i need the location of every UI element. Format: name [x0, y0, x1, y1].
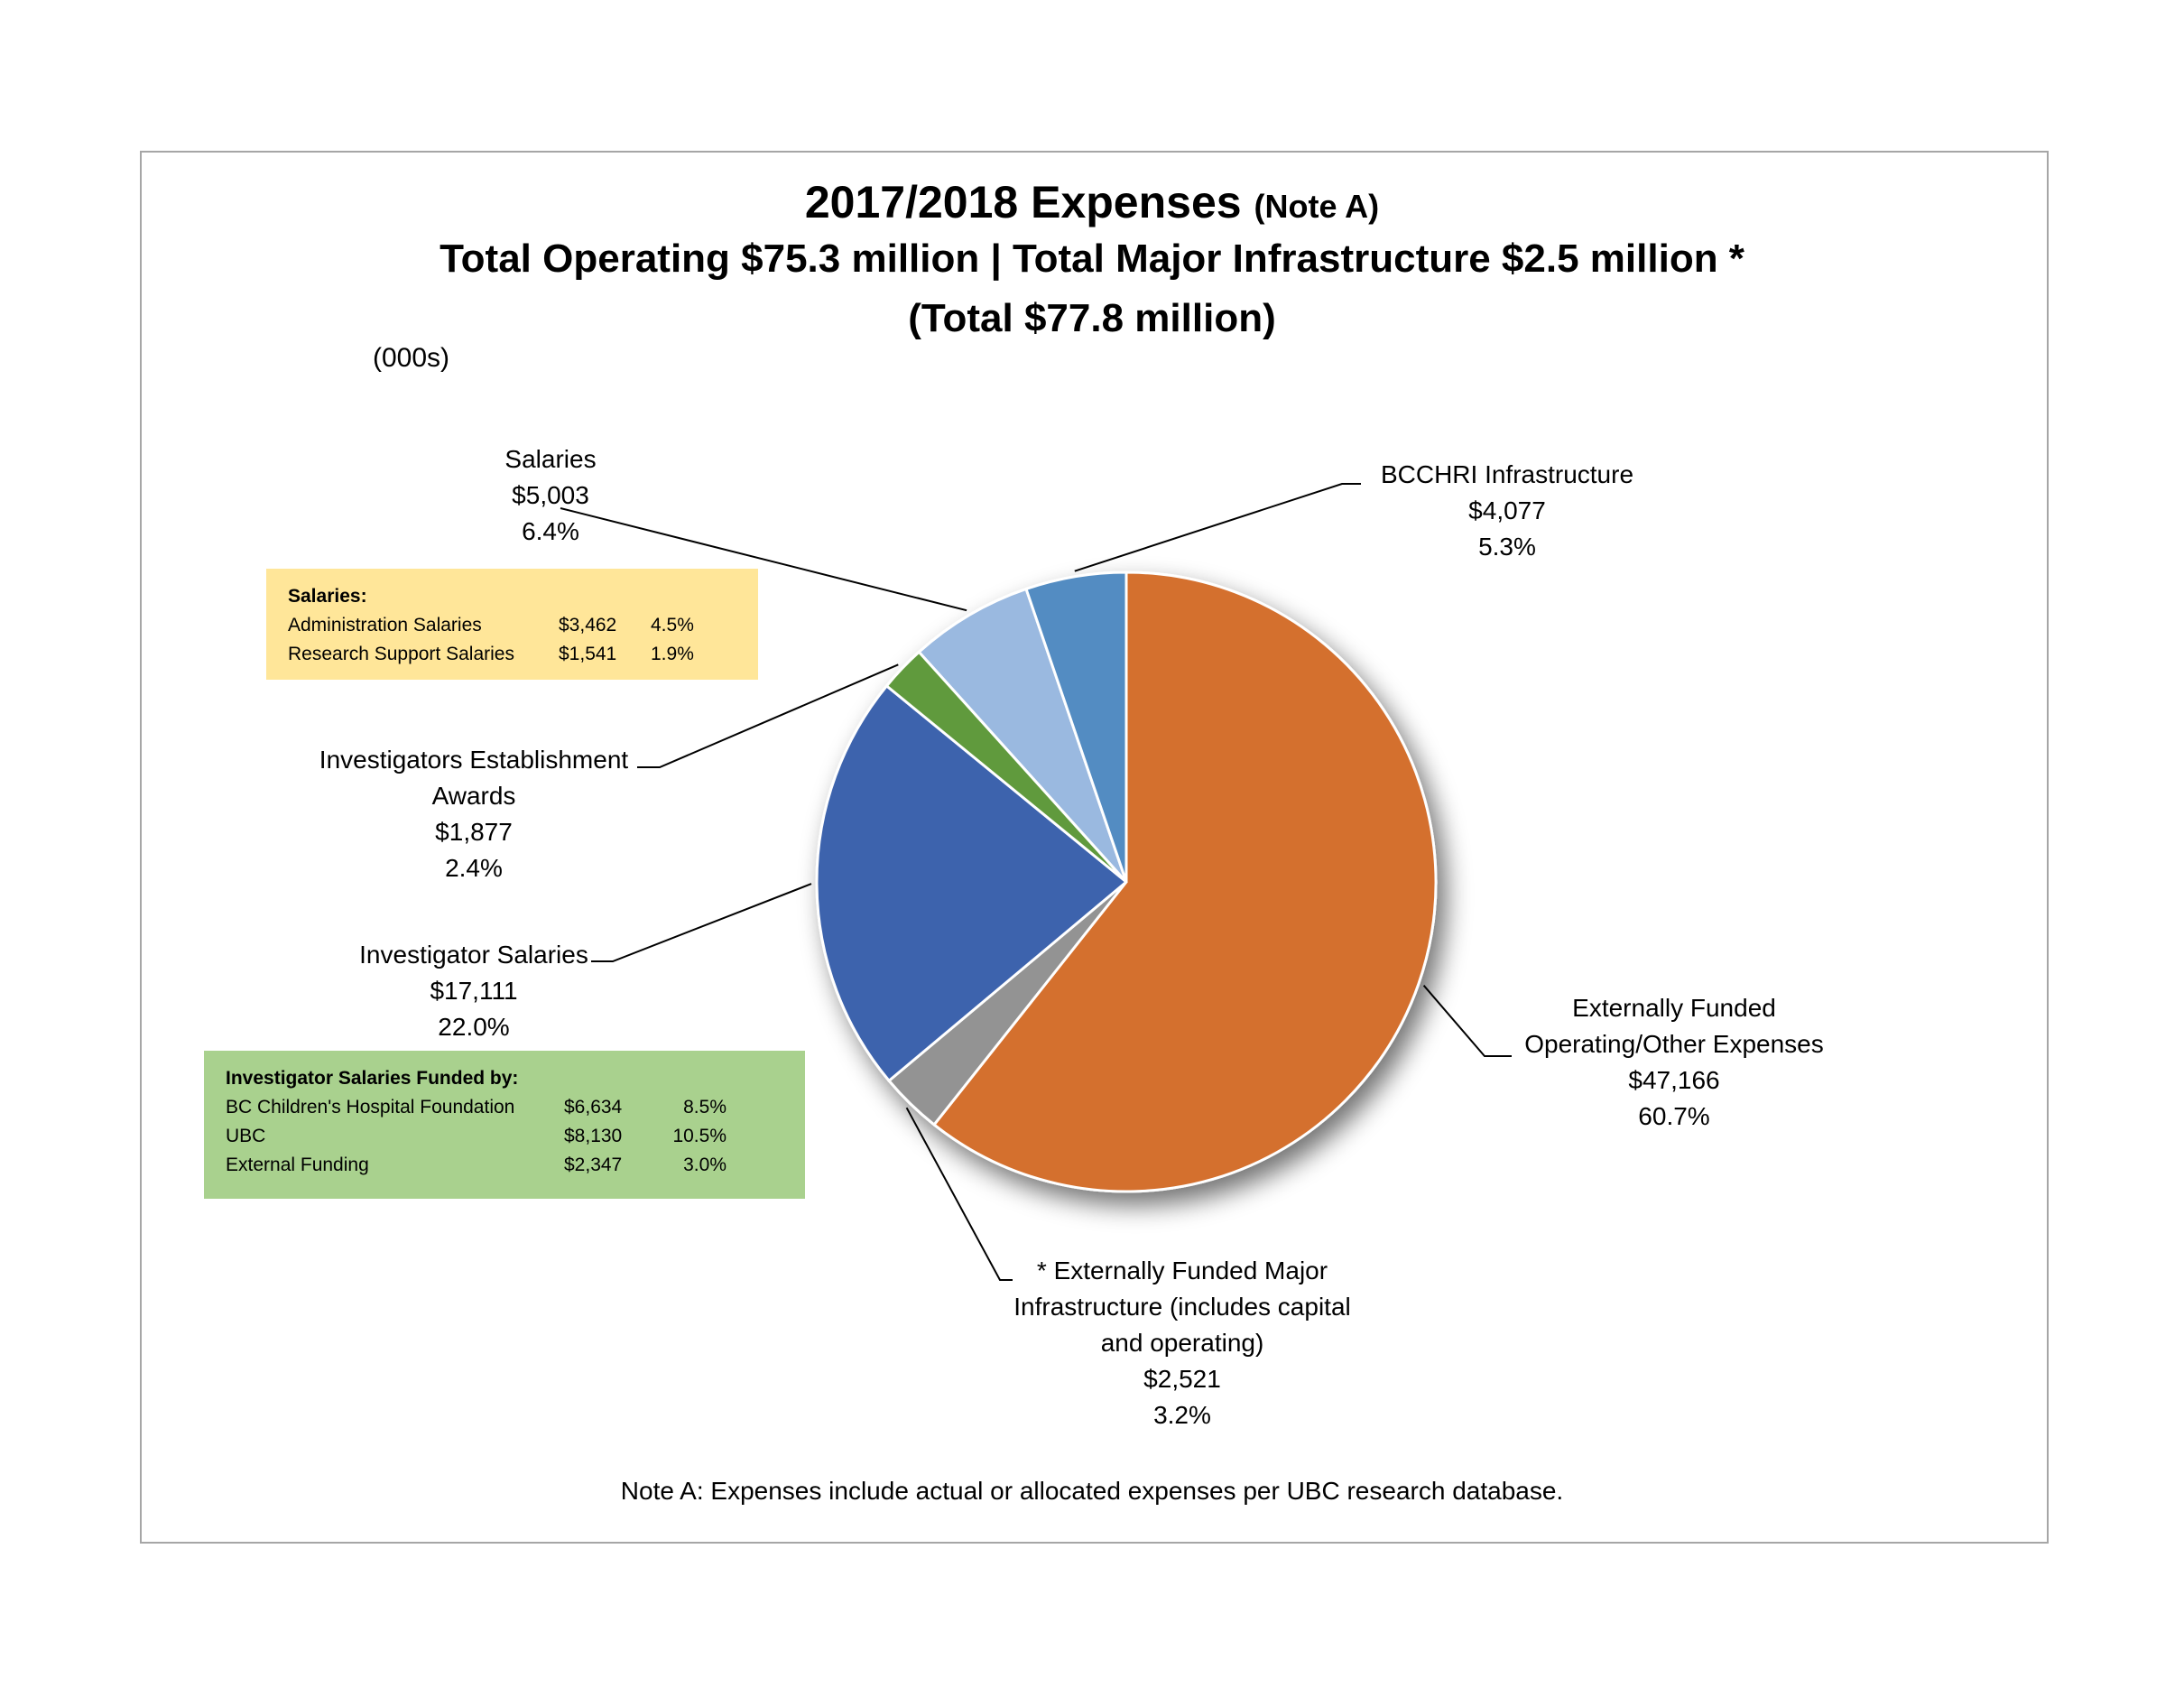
slice-pct: 6.4% — [433, 514, 668, 550]
row-name: UBC — [226, 1122, 564, 1151]
slice-label-line: Awards — [284, 778, 663, 814]
slice-value: $17,111 — [320, 973, 627, 1009]
table-row: BC Children's Hospital Foundation $6,634… — [226, 1093, 726, 1122]
slice-label-line: * Externally Funded Major — [975, 1253, 1390, 1289]
slice-label-bcchri-infrastructure: BCCHRI Infrastructure $4,077 5.3% — [1354, 457, 1661, 565]
investigator-box-heading: Investigator Salaries Funded by: — [226, 1064, 805, 1093]
slice-pct: 2.4% — [284, 850, 663, 886]
row-pct: 1.9% — [651, 640, 705, 669]
slice-value: $2,521 — [975, 1361, 1390, 1397]
row-amount: $3,462 — [559, 611, 651, 640]
table-row: Research Support Salaries $1,541 1.9% — [288, 640, 705, 669]
pie-slices — [817, 572, 1436, 1192]
slice-label-line: Externally Funded — [1498, 990, 1850, 1026]
salaries-table: Administration Salaries $3,462 4.5% Rese… — [288, 611, 705, 669]
row-pct: 10.5% — [663, 1122, 726, 1151]
row-amount: $1,541 — [559, 640, 651, 669]
slice-value: $4,077 — [1354, 493, 1661, 529]
slice-label-line: Infrastructure (includes capital — [975, 1289, 1390, 1325]
slice-pct: 3.2% — [975, 1397, 1390, 1433]
slice-label-line: BCCHRI Infrastructure — [1354, 457, 1661, 493]
slice-label-line: Investigator Salaries — [320, 937, 627, 973]
salaries-breakdown-box: Salaries: Administration Salaries $3,462… — [266, 569, 758, 680]
row-amount: $2,347 — [564, 1151, 663, 1180]
row-amount: $6,634 — [564, 1093, 663, 1122]
slice-label-external-operating: Externally Funded Operating/Other Expens… — [1498, 990, 1850, 1135]
slice-label-establishment-awards: Investigators Establishment Awards $1,87… — [284, 742, 663, 886]
slice-value: $47,166 — [1498, 1062, 1850, 1099]
table-row: Administration Salaries $3,462 4.5% — [288, 611, 705, 640]
row-name: External Funding — [226, 1151, 564, 1180]
slice-label-line: Operating/Other Expenses — [1498, 1026, 1850, 1062]
slice-pct: 22.0% — [320, 1009, 627, 1045]
slice-label-investigator-salaries: Investigator Salaries $17,111 22.0% — [320, 937, 627, 1045]
slice-label-line: Investigators Establishment — [284, 742, 663, 778]
row-name: BC Children's Hospital Foundation — [226, 1093, 564, 1122]
investigator-funding-box: Investigator Salaries Funded by: BC Chil… — [204, 1051, 805, 1199]
slice-label-line: and operating) — [975, 1325, 1390, 1361]
slice-label-salaries: Salaries $5,003 6.4% — [433, 441, 668, 550]
table-row: UBC $8,130 10.5% — [226, 1122, 726, 1151]
investigator-funding-table: BC Children's Hospital Foundation $6,634… — [226, 1093, 726, 1180]
row-pct: 4.5% — [651, 611, 705, 640]
row-amount: $8,130 — [564, 1122, 663, 1151]
slice-label-major-infrastructure: * Externally Funded Major Infrastructure… — [975, 1253, 1390, 1433]
row-pct: 3.0% — [663, 1151, 726, 1180]
salaries-box-heading: Salaries: — [288, 582, 758, 611]
slice-pct: 60.7% — [1498, 1099, 1850, 1135]
slice-value: $1,877 — [284, 814, 663, 850]
slice-value: $5,003 — [433, 478, 668, 514]
slice-label-line: Salaries — [433, 441, 668, 478]
slice-pct: 5.3% — [1354, 529, 1661, 565]
row-name: Research Support Salaries — [288, 640, 559, 669]
table-row: External Funding $2,347 3.0% — [226, 1151, 726, 1180]
footnote: Note A: Expenses include actual or alloc… — [0, 1477, 2184, 1506]
row-name: Administration Salaries — [288, 611, 559, 640]
leader-line-bcchri-infrastructure — [1075, 484, 1361, 571]
row-pct: 8.5% — [663, 1093, 726, 1122]
